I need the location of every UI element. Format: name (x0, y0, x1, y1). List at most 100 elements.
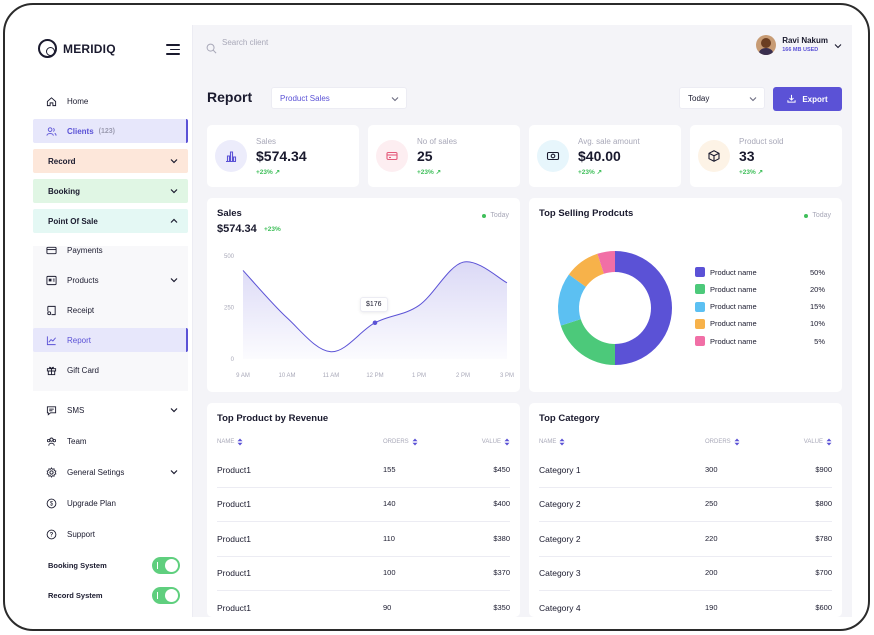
sidebar-item-label: Products (67, 275, 99, 285)
x-tick-label: 11 AM (323, 373, 340, 379)
legend-item: Product name 50% (695, 266, 825, 278)
sort-icon (504, 438, 510, 446)
cell-value: $350 (493, 603, 510, 612)
export-button[interactable]: Export (773, 87, 842, 111)
booking-system-row: Booking System (33, 553, 188, 577)
table-row[interactable]: Product1 110 $380 (217, 523, 510, 557)
report-type-select[interactable]: Product Sales (271, 87, 407, 109)
legend-percent: 50% (809, 267, 825, 277)
x-tick-label: 12 PM (366, 373, 383, 379)
legend-swatch (695, 284, 705, 295)
cell-orders: 100 (383, 568, 396, 577)
sidebar-item-receipt[interactable]: Receipt (33, 298, 188, 322)
sidebar-item-products[interactable]: Products (33, 268, 188, 292)
cell-value: $800 (815, 499, 832, 508)
top-selling-card: Top Selling Prodcuts Today Product name 5… (529, 198, 842, 392)
storage-used: 166 MB USED (782, 47, 819, 53)
legend-item: Product name 5% (695, 335, 825, 347)
sales-chart-card: Sales $574.34 +23% Today 0 250 500 9 AM 10 A… (207, 198, 520, 392)
sidebar-item-home[interactable]: Home (33, 89, 188, 113)
donut-slice[interactable] (597, 251, 615, 274)
stat-value: 25 (417, 148, 433, 164)
sidebar-item-label: Record (48, 156, 76, 166)
sidebar-item-support[interactable]: ? Support (33, 522, 188, 546)
sidebar-item-label: Upgrade Plan (67, 498, 116, 508)
chevron-down-icon (170, 187, 178, 196)
sidebar-item-booking[interactable]: Booking (33, 179, 188, 203)
booking-system-toggle[interactable] (152, 557, 180, 574)
column-header-name[interactable]: NAME (539, 438, 565, 446)
column-header-value[interactable]: VALUE (482, 438, 510, 446)
brand-logo[interactable]: MERIDIQ (38, 39, 116, 58)
period-value: Today (688, 93, 710, 103)
cell-value: $780 (815, 534, 832, 543)
legend-item: Product name 15% (695, 301, 825, 313)
sidebar-item-general-settings[interactable]: General Setings (33, 460, 188, 484)
search-input[interactable] (222, 38, 422, 47)
home-icon (45, 95, 57, 107)
donut-slice[interactable] (615, 251, 672, 365)
column-header-orders[interactable]: ORDERS (705, 438, 740, 446)
sidebar-item-label: Clients (67, 126, 94, 136)
donut-slice[interactable] (560, 319, 615, 365)
table-row[interactable]: Category 3 200 $700 (539, 557, 832, 591)
sidebar-item-record[interactable]: Record (33, 149, 188, 173)
table-row[interactable]: Category 2 250 $800 (539, 488, 832, 522)
products-icon (45, 274, 57, 286)
legend-percent: 10% (809, 319, 825, 329)
header-label: VALUE (481, 439, 501, 445)
sidebar-item-sms[interactable]: SMS (33, 398, 188, 422)
table-row[interactable]: Product1 140 $400 (217, 488, 510, 522)
top-products-card: Top Product by Revenue NAME ORDERS VALUE… (207, 403, 520, 617)
table-title: Top Category (539, 413, 600, 424)
menu-toggle-icon[interactable] (166, 44, 180, 55)
y-tick-label: 250 (224, 306, 235, 312)
avatar (756, 35, 777, 55)
sidebar-item-label: Payments (67, 245, 103, 255)
sales-area-fill (243, 261, 507, 359)
header-label: VALUE (803, 439, 823, 445)
chevron-down-icon (170, 468, 178, 477)
record-system-toggle[interactable] (152, 587, 180, 604)
data-point-highlight[interactable] (372, 320, 378, 326)
cell-name: Category 2 (539, 499, 581, 509)
table-row[interactable]: Category 2 220 $780 (539, 523, 832, 557)
sidebar-item-team[interactable]: Team (33, 429, 188, 453)
sidebar-item-point-of-sale[interactable]: Point Of Sale (33, 209, 188, 233)
cell-name: Category 1 (539, 465, 581, 475)
cell-value: $450 (493, 465, 510, 474)
dollar-icon: $ (45, 497, 57, 509)
cell-orders: 300 (705, 465, 718, 474)
sidebar-item-payments[interactable]: Payments (33, 238, 188, 262)
report-icon (45, 334, 57, 346)
table-row[interactable]: Product1 100 $370 (217, 557, 510, 591)
stat-value: 33 (739, 148, 755, 164)
sidebar-item-label: Home (67, 96, 89, 106)
period-select[interactable]: Today (679, 87, 765, 109)
team-icon (45, 435, 57, 447)
table-row[interactable]: Product1 155 $450 (217, 454, 510, 488)
cell-orders: 155 (383, 465, 396, 474)
sidebar-item-upgrade-plan[interactable]: $ Upgrade Plan (33, 491, 188, 515)
logo-icon (38, 39, 57, 58)
cell-orders: 250 (705, 499, 718, 508)
stat-label: Sales (256, 137, 277, 146)
donut-slice[interactable] (558, 274, 586, 326)
status-dot (482, 213, 487, 218)
donut-chart (558, 251, 672, 365)
sidebar-item-clients[interactable]: Clients (123) (33, 119, 188, 143)
sidebar-item-report[interactable]: Report (33, 328, 188, 352)
table-row[interactable]: Category 4 190 $600 (539, 592, 832, 617)
table-row[interactable]: Product1 90 $350 (217, 592, 510, 617)
y-tick-label: 500 (224, 254, 235, 260)
column-header-orders[interactable]: ORDERS (383, 438, 418, 446)
sidebar-item-gift-card[interactable]: Gift Card (33, 358, 188, 382)
column-header-value[interactable]: VALUE (804, 438, 832, 446)
donut-slice[interactable] (568, 253, 604, 287)
table-row[interactable]: Category 1 300 $900 (539, 454, 832, 488)
cell-name: Category 2 (539, 534, 581, 544)
sidebar-item-label: Receipt (67, 305, 95, 315)
column-header-name[interactable]: NAME (217, 438, 243, 446)
user-menu[interactable]: Ravi Nakum 166 MB USED (756, 35, 842, 55)
svg-text:?: ? (49, 532, 53, 538)
